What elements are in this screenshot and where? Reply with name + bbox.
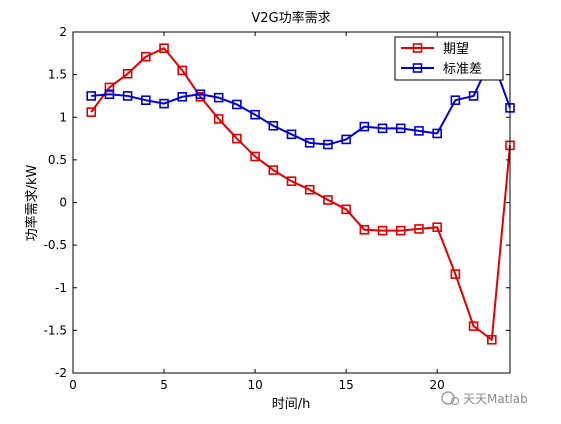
data-point-marker [232,133,242,144]
data-point-marker [104,82,115,93]
data-point-marker [268,120,279,131]
data-point-marker [213,114,224,124]
series-line [91,56,511,146]
x-tick-label: 10 [247,378,262,392]
x-tick-label: 0 [69,378,77,392]
data-point-marker [341,134,351,145]
legend-marker-expectation [412,43,423,53]
data-point-marker [141,95,151,105]
y-tick-label: 0 [59,196,67,210]
y-tick-label: 0.5 [48,153,67,167]
x-tick-label: 5 [160,378,168,392]
data-point-marker [304,184,315,195]
data-point-marker [122,91,133,101]
data-point-marker [195,89,206,100]
legend-marker-stddev [412,63,423,73]
data-point-marker [377,225,388,236]
data-point-marker [86,91,97,101]
data-point-marker [323,195,333,205]
data-point-marker [486,334,497,345]
plot-area [73,32,510,373]
series-line [90,47,511,341]
y-tick-label: 2 [59,25,67,39]
data-point-marker [323,139,333,150]
y-tick-label: 1.5 [48,68,67,82]
chart-title: V2G功率需求 [251,10,330,26]
y-tick-label: 1 [59,110,67,124]
legend-label-stddev: 标准差 [443,62,482,77]
data-point-marker [359,121,370,132]
y-tick-label: -1 [55,281,67,295]
y-axis-label: 功率需求/kW [24,164,40,241]
data-point-marker [250,151,260,162]
data-point-marker [268,165,279,175]
y-tick-label: -1.5 [44,323,67,337]
y-tick-label: -2 [55,366,67,380]
data-point-marker [414,224,424,234]
data-point-marker [159,43,169,53]
data-point-marker [250,109,260,120]
data-point-marker [432,222,442,233]
data-point-marker [468,91,479,101]
data-point-marker [359,224,370,235]
legend: 期望 标准差 [394,36,504,81]
data-point-marker [177,91,188,102]
data-point-marker [432,128,442,139]
data-point-marker [232,99,242,110]
data-point-marker [395,225,406,236]
legend-label-expectation: 期望 [443,41,469,57]
watermark-text: 天天Matlab [463,392,528,406]
data-point-marker [304,138,315,148]
watermark: 天天Matlab [441,391,528,406]
data-point-marker [468,321,479,331]
x-tick-label: 20 [430,378,445,392]
data-point-marker [159,98,169,109]
data-point-marker [341,204,351,215]
data-point-marker [86,107,97,117]
data-point-marker [450,269,461,279]
y-tick-label: -0.5 [44,238,67,252]
data-point-marker [395,123,406,134]
data-point-marker [414,126,424,136]
data-point-marker [104,89,115,100]
data-point-marker [141,51,151,62]
data-point-marker [122,68,133,79]
watermark-logo-icon-dot [450,396,460,406]
series-stddev [86,52,515,150]
x-axis-label: 时间/h [272,397,311,412]
data-point-marker [286,176,297,186]
x-tick-label: 15 [338,378,353,392]
data-point-marker [177,65,188,76]
data-point-marker [377,123,388,134]
data-point-marker [286,129,297,140]
data-point-marker [450,95,461,105]
data-point-marker [213,92,224,103]
